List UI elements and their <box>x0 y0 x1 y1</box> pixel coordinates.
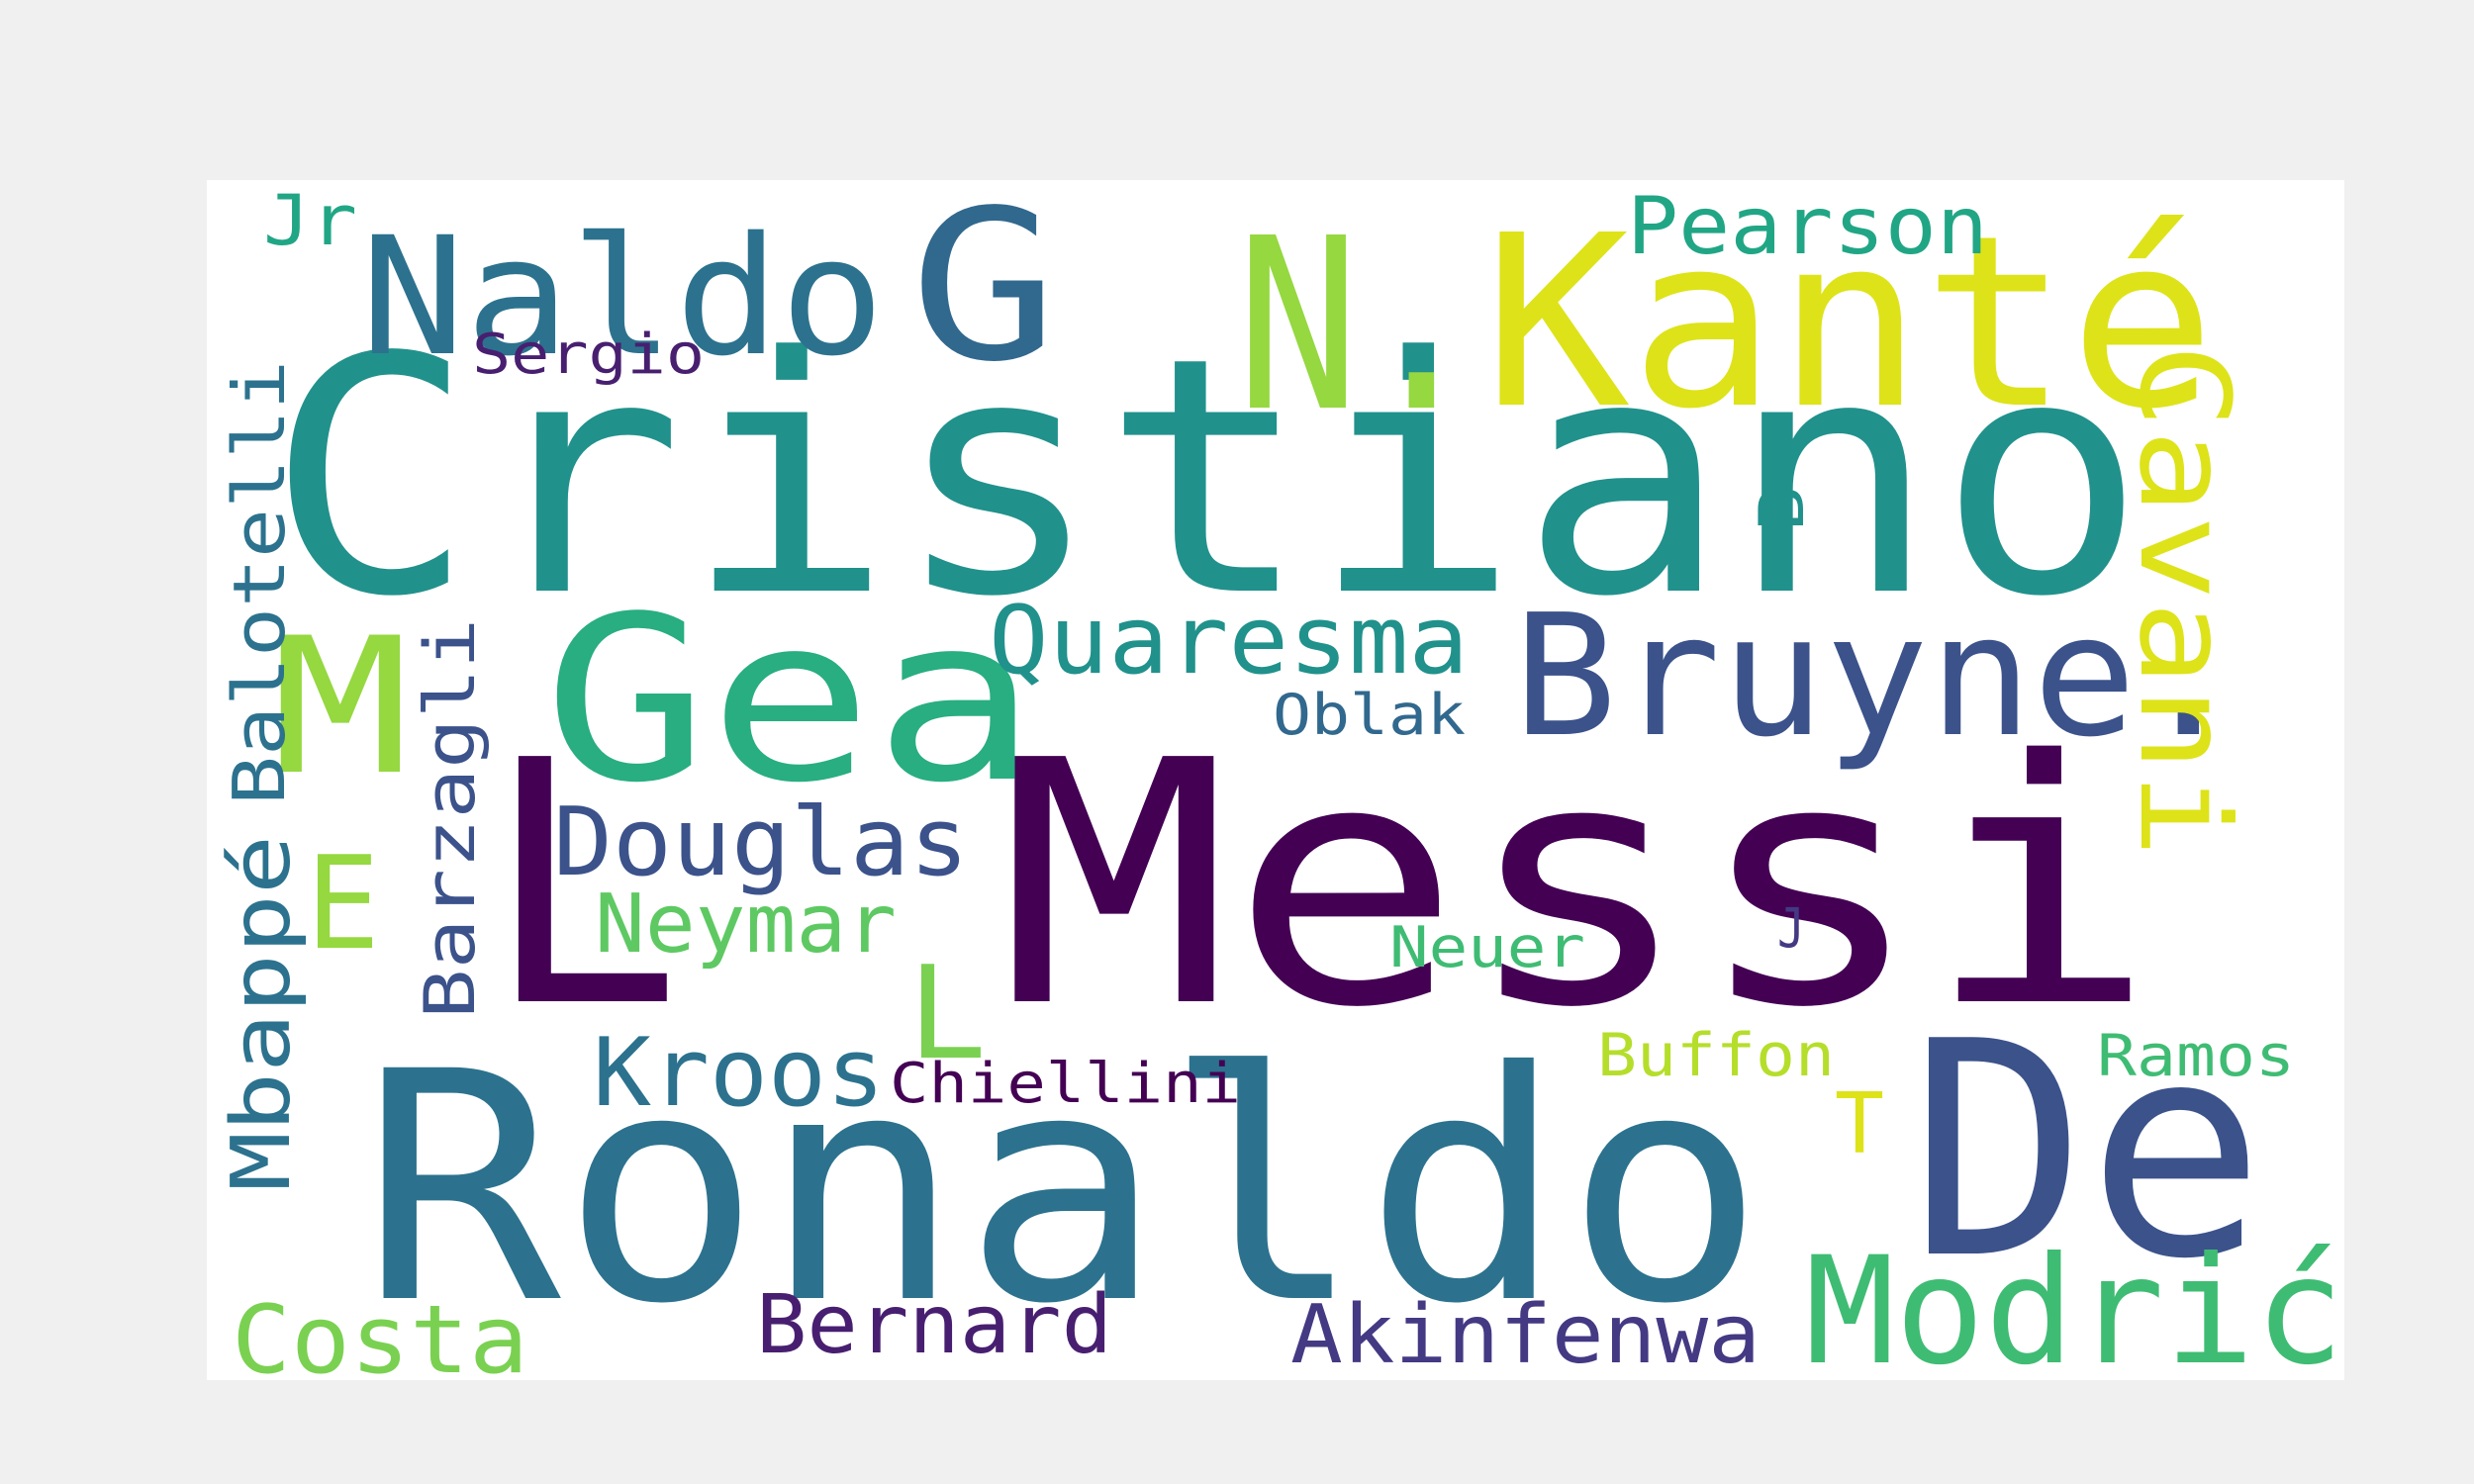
word-naldo: Naldo <box>360 202 885 392</box>
word-cloud-canvas: Cristiano L Messi Ronaldo De Kanté N. Ge… <box>207 180 2344 1380</box>
word-ronaldo: Ronaldo <box>360 1005 1765 1373</box>
word-oblak: Oblak <box>1273 683 1466 748</box>
word-gea: Gea <box>543 569 1038 833</box>
word-n-dot: N. <box>1236 187 1483 464</box>
word-m: M <box>271 598 410 816</box>
word-ramos: Ramos <box>2097 1022 2295 1089</box>
word-chiellini: Chiellini <box>890 1052 1241 1116</box>
word-pearson: Pearson <box>1627 180 1988 272</box>
word-neuer: Neuer <box>1389 915 1585 980</box>
word-modric: Modrić <box>1805 1226 2344 1380</box>
word-g: G <box>909 180 1058 408</box>
word-balotelli: Balotelli <box>218 360 301 805</box>
word-buffon: Buffon <box>1597 1021 1835 1090</box>
word-de: De <box>1909 978 2265 1324</box>
word-neymar: Neymar <box>595 878 897 972</box>
word-t: T <box>1835 1075 1884 1173</box>
word-bruyne: Bruyne. <box>1513 579 2240 775</box>
word-costa: Costa <box>232 1286 528 1380</box>
word-barzagli: Barzagli <box>410 618 491 1019</box>
word-l-small: L <box>907 938 987 1088</box>
word-cloud: Cristiano L Messi Ronaldo De Kanté N. Ge… <box>215 180 2344 1380</box>
word-messi: Messi <box>999 690 2156 1081</box>
word-kroos: Kroos <box>593 1019 885 1128</box>
word-l-large: L <box>484 690 682 1081</box>
word-cavani: Cavani <box>2112 343 2255 858</box>
word-cristiano: Cristiano <box>266 288 2146 668</box>
word-akinfenwa: Akinfenwa <box>1290 1288 1760 1380</box>
word-bernard: Bernard <box>756 1278 1112 1372</box>
word-e: E <box>306 828 380 978</box>
word-b: B <box>1746 487 1818 531</box>
word-douglas: Douglas <box>553 788 969 897</box>
word-j: J <box>1777 896 1805 960</box>
word-jr: Jr <box>263 180 357 261</box>
word-mbappe: Mbappé <box>215 835 309 1191</box>
word-sergio: Sergio <box>472 323 705 387</box>
word-quaresma: Quaresma <box>989 587 1469 696</box>
word-kante: Kanté <box>1483 184 2216 461</box>
